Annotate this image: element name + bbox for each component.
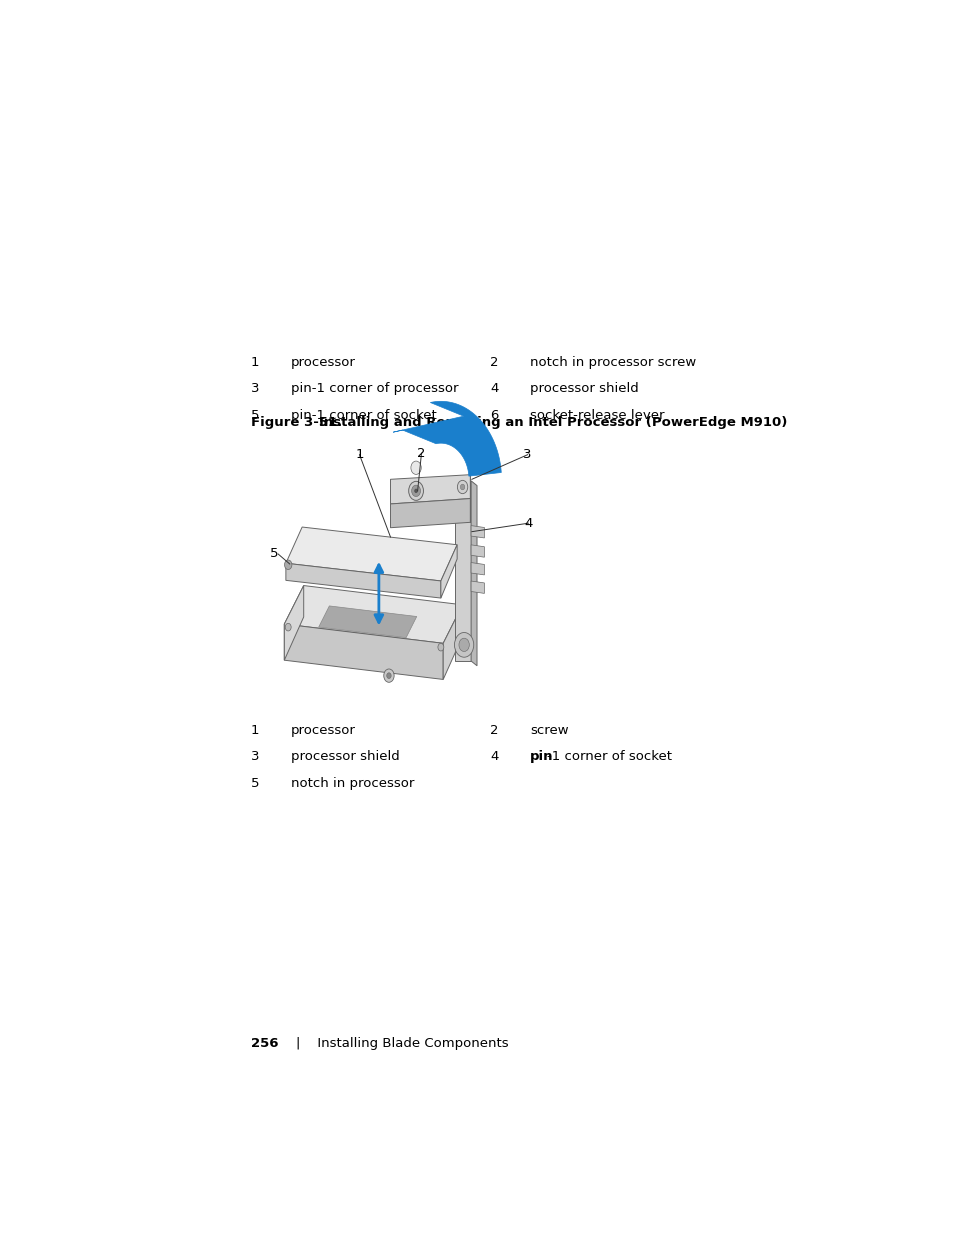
- Text: 4: 4: [490, 750, 498, 763]
- Circle shape: [460, 484, 464, 490]
- Polygon shape: [471, 580, 484, 593]
- Polygon shape: [284, 585, 303, 661]
- Circle shape: [415, 489, 417, 493]
- Circle shape: [456, 480, 467, 494]
- Text: notch in processor screw: notch in processor screw: [530, 356, 696, 368]
- Circle shape: [408, 482, 423, 500]
- Polygon shape: [393, 401, 500, 477]
- Circle shape: [411, 485, 420, 496]
- Text: -1 corner of socket: -1 corner of socket: [547, 750, 672, 763]
- Text: 5: 5: [270, 547, 278, 561]
- Text: 4: 4: [524, 516, 532, 530]
- Polygon shape: [284, 624, 443, 679]
- Text: 3: 3: [523, 448, 532, 461]
- Polygon shape: [440, 545, 456, 598]
- Polygon shape: [455, 480, 471, 661]
- Text: 5: 5: [251, 409, 259, 422]
- Text: |    Installing Blade Components: | Installing Blade Components: [278, 1036, 508, 1050]
- Text: 6: 6: [490, 409, 498, 422]
- Text: screw: screw: [530, 724, 568, 736]
- Circle shape: [386, 673, 391, 678]
- Text: 3: 3: [251, 750, 259, 763]
- Text: notch in processor: notch in processor: [291, 777, 414, 789]
- Text: 1: 1: [251, 724, 259, 736]
- Text: 2: 2: [490, 356, 498, 368]
- Text: 3: 3: [251, 382, 259, 395]
- Circle shape: [454, 632, 474, 657]
- Text: 4: 4: [490, 382, 498, 395]
- Text: Installing and Removing an Intel Processor (PowerEdge M910): Installing and Removing an Intel Process…: [318, 416, 786, 430]
- Polygon shape: [471, 480, 476, 666]
- Text: processor shield: processor shield: [291, 750, 399, 763]
- Circle shape: [284, 559, 292, 569]
- Text: 256: 256: [251, 1036, 278, 1050]
- Text: Figure 3-51.: Figure 3-51.: [251, 416, 342, 430]
- Polygon shape: [286, 527, 456, 580]
- Text: processor: processor: [291, 724, 355, 736]
- Polygon shape: [284, 585, 462, 643]
- Polygon shape: [286, 563, 440, 598]
- Text: pin-1 corner of socket: pin-1 corner of socket: [291, 409, 436, 422]
- Polygon shape: [471, 545, 484, 557]
- Polygon shape: [443, 605, 462, 679]
- Polygon shape: [318, 606, 416, 637]
- Text: processor shield: processor shield: [530, 382, 639, 395]
- Circle shape: [458, 603, 464, 610]
- Circle shape: [411, 461, 421, 474]
- Circle shape: [383, 669, 394, 682]
- Polygon shape: [390, 499, 470, 527]
- Text: 2: 2: [416, 447, 425, 459]
- Text: 1: 1: [355, 448, 363, 461]
- Text: pin-1 corner of processor: pin-1 corner of processor: [291, 382, 457, 395]
- Circle shape: [458, 638, 469, 652]
- Polygon shape: [390, 474, 470, 504]
- Text: 1: 1: [251, 356, 259, 368]
- Circle shape: [285, 624, 291, 631]
- Text: processor: processor: [291, 356, 355, 368]
- Polygon shape: [471, 526, 484, 538]
- Circle shape: [437, 643, 443, 651]
- Text: 5: 5: [251, 777, 259, 789]
- Text: 2: 2: [490, 724, 498, 736]
- Text: pin: pin: [530, 750, 554, 763]
- Text: socket-release lever: socket-release lever: [530, 409, 664, 422]
- Polygon shape: [471, 563, 484, 576]
